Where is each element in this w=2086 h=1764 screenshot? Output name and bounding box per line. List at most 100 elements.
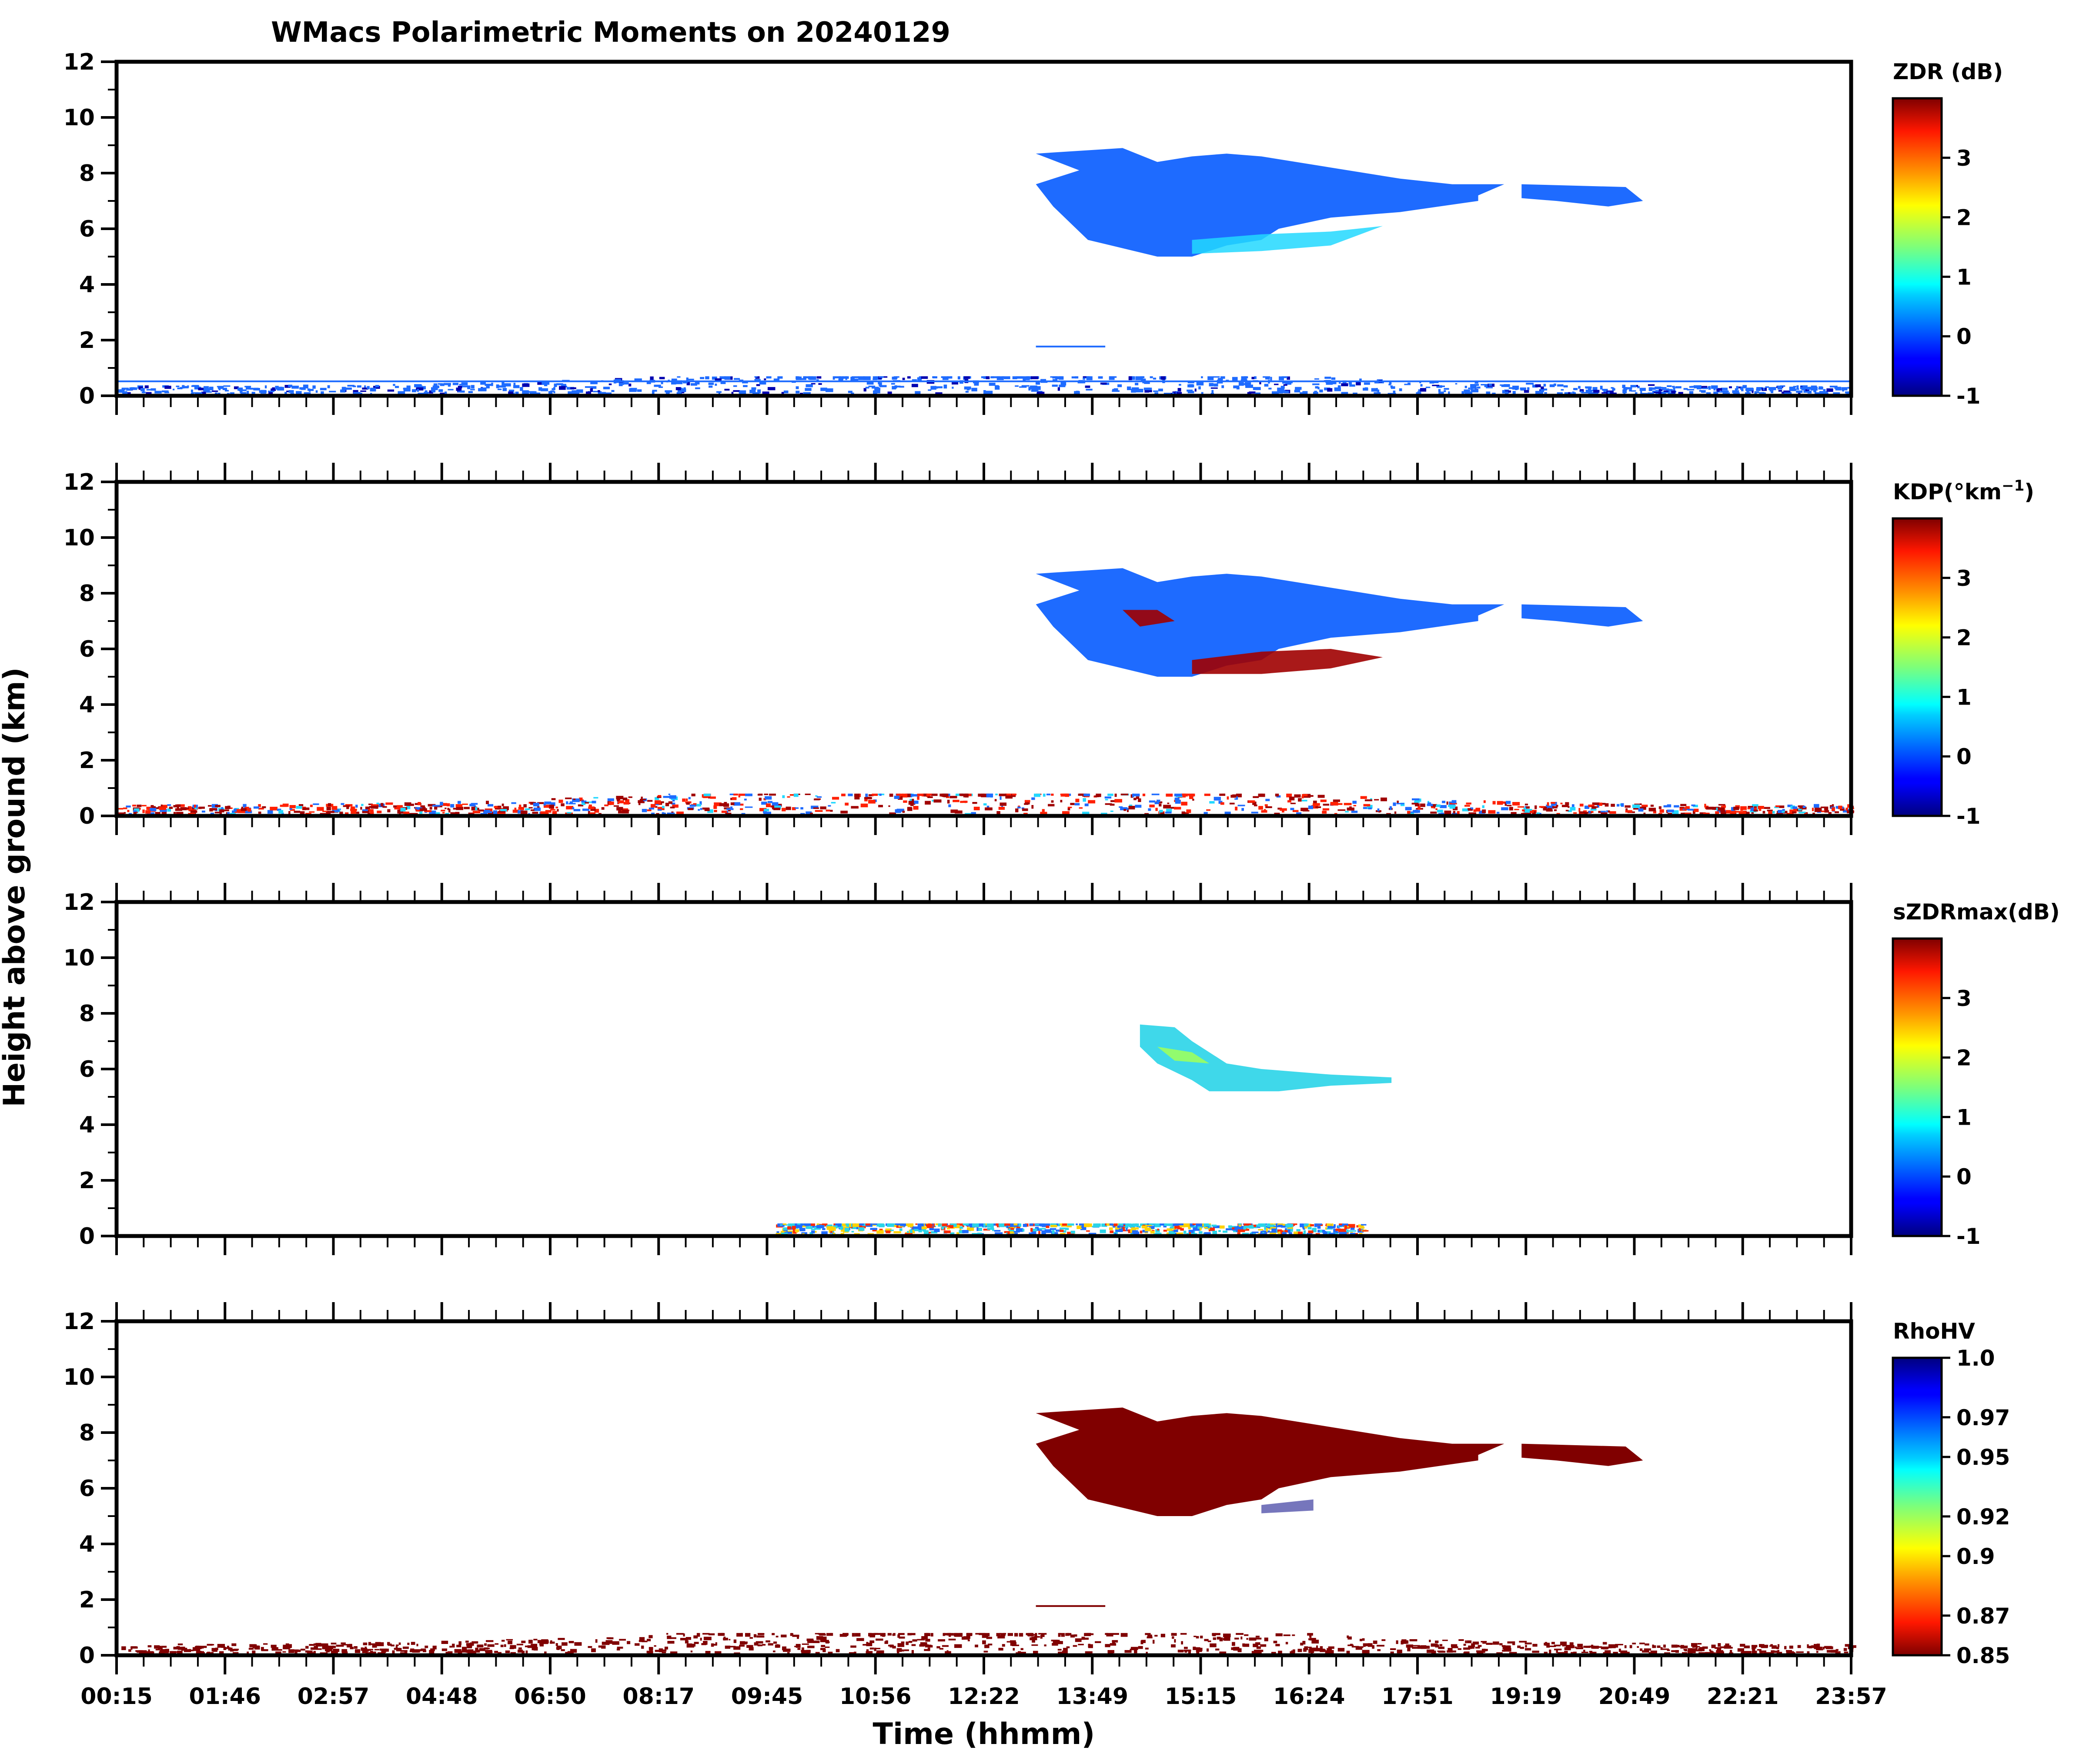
echo-cell (121, 388, 125, 390)
echo-cell (1546, 805, 1548, 807)
echo-cell (837, 1226, 843, 1228)
echo-cell (471, 385, 475, 389)
echo-cell (1370, 798, 1372, 800)
echo-cell (1302, 1640, 1306, 1645)
echo-cell (1334, 387, 1341, 391)
echo-cell (1304, 1230, 1306, 1234)
echo-cell (924, 1649, 929, 1651)
echo-cell (758, 793, 763, 796)
echo-cell (404, 802, 411, 806)
echo-cell (1130, 794, 1133, 798)
echo-cell (1753, 809, 1758, 812)
echo-cell (1237, 1228, 1245, 1232)
echo-cell (984, 1644, 990, 1648)
echo-cell (910, 802, 914, 806)
echo-cell (1009, 1229, 1014, 1232)
echo-cell (676, 380, 683, 384)
echo-cell (1614, 392, 1617, 394)
echo-cell (551, 807, 554, 810)
echo-cell (1731, 807, 1735, 811)
echo-cell (1171, 1223, 1177, 1226)
echo-cell (1544, 392, 1547, 394)
echo-cell (310, 805, 313, 807)
echo-cell (1812, 812, 1815, 815)
echo-cell (133, 810, 137, 812)
echo-cell (1119, 1229, 1123, 1232)
echo-cell (1044, 1229, 1052, 1233)
echo-cell (1327, 1648, 1332, 1650)
echo-cell (618, 810, 626, 814)
echo-cell (225, 806, 230, 809)
echo-cell (160, 808, 167, 812)
echo-cell (1133, 795, 1137, 796)
echo-cell (1592, 387, 1598, 390)
echo-cell (1183, 1649, 1191, 1652)
echo-cell (468, 391, 473, 393)
echo-cell (1332, 381, 1337, 384)
echo-cell (291, 385, 299, 389)
echo-cell (1824, 806, 1829, 810)
echo-cell (1511, 812, 1517, 815)
echo-cell (715, 1651, 722, 1654)
echo-cell (647, 809, 652, 812)
echo-cell (1717, 1649, 1722, 1652)
echo-cell (1278, 1225, 1283, 1226)
echo-cell (1312, 1648, 1320, 1651)
echo-cell (400, 808, 406, 812)
echo-cell (1581, 1651, 1588, 1653)
echo-cell (782, 1223, 785, 1227)
echo-cell (281, 812, 284, 815)
echo-cell (1351, 811, 1358, 813)
echo-cell (616, 1648, 620, 1650)
echo-cell (874, 1647, 880, 1650)
echo-cell (1183, 812, 1189, 814)
echo-cell (428, 804, 436, 807)
echo-cell (1245, 384, 1253, 388)
echo-cell (1024, 803, 1029, 805)
echo-cell (288, 811, 291, 815)
echo-cell (416, 1644, 418, 1647)
echo-cell (282, 803, 289, 807)
echo-cell (1344, 803, 1352, 805)
echo-cell (1323, 804, 1329, 806)
cloud-echo (1140, 1024, 1392, 1092)
echo-cell (1451, 1644, 1458, 1647)
echo-cell (177, 804, 185, 807)
echo-cell (525, 1645, 529, 1647)
echo-cell (188, 813, 195, 815)
echo-cell (1196, 1223, 1203, 1227)
echo-cell (1515, 386, 1518, 390)
echo-cell (911, 1633, 916, 1635)
echo-cell (887, 391, 892, 395)
echo-cell (371, 1643, 377, 1645)
echo-cell (433, 383, 438, 387)
echo-cell (209, 1644, 214, 1646)
echo-cell (1311, 805, 1318, 809)
echo-cell (1417, 806, 1421, 810)
echo-cell (1671, 391, 1676, 394)
echo-cell (556, 383, 563, 385)
echo-cell (223, 809, 229, 812)
echo-cell (1176, 1232, 1183, 1235)
echo-cell (1388, 384, 1391, 386)
echo-cell (665, 802, 669, 806)
echo-cell (1148, 808, 1151, 811)
echo-cell (1100, 1229, 1106, 1233)
echo-cell (782, 808, 786, 812)
echo-cell (1181, 1641, 1183, 1645)
echo-cell (1777, 386, 1782, 390)
echo-cell (1014, 1633, 1018, 1637)
echo-cell (1464, 391, 1473, 394)
echo-cell (1096, 1223, 1101, 1227)
echo-cell (315, 1643, 321, 1647)
echo-cell (1761, 1644, 1768, 1648)
echo-cell (573, 798, 576, 800)
echo-cell (452, 1644, 455, 1648)
echo-cell (1458, 1639, 1464, 1641)
echo-cell (1135, 805, 1142, 808)
echo-cell (1073, 1645, 1077, 1647)
echo-cell (981, 376, 989, 378)
echo-cell (1461, 391, 1464, 395)
echo-cell (1725, 1643, 1729, 1647)
echo-cell (654, 800, 661, 804)
